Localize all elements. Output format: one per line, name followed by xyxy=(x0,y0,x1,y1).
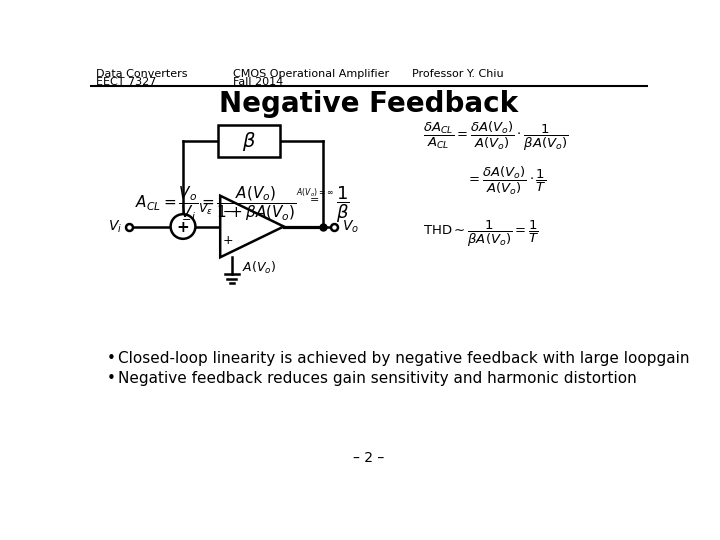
Text: Negative Feedback: Negative Feedback xyxy=(220,90,518,118)
Text: $\beta$: $\beta$ xyxy=(242,130,256,152)
Text: −: − xyxy=(182,215,192,225)
Text: •: • xyxy=(107,372,116,386)
Text: Professor Y. Chiu: Professor Y. Chiu xyxy=(412,69,503,79)
Text: $A(V_o)$: $A(V_o)$ xyxy=(242,260,276,276)
Text: CMOS Operational Amplifier: CMOS Operational Amplifier xyxy=(233,69,390,79)
Circle shape xyxy=(171,214,195,239)
Text: Negative feedback reduces gain sensitivity and harmonic distortion: Negative feedback reduces gain sensitivi… xyxy=(118,372,636,386)
Text: +: + xyxy=(222,234,233,247)
Text: $V_i$: $V_i$ xyxy=(109,218,122,235)
Text: $V_o$: $V_o$ xyxy=(342,218,359,235)
Text: $V_\varepsilon$: $V_\varepsilon$ xyxy=(199,202,213,217)
Text: Closed-loop linearity is achieved by negative feedback with large loopgain: Closed-loop linearity is achieved by neg… xyxy=(118,351,690,366)
Polygon shape xyxy=(220,195,284,257)
Text: •: • xyxy=(107,351,116,366)
Text: $\dfrac{\delta A_{CL}}{A_{CL}} = \dfrac{\delta A(V_o)}{A(V_o)} \cdot \dfrac{1}{\: $\dfrac{\delta A_{CL}}{A_{CL}} = \dfrac{… xyxy=(423,120,569,153)
Text: $\overset{A(V_o){=}\infty}{=}$: $\overset{A(V_o){=}\infty}{=}$ xyxy=(296,187,333,204)
Text: $= \dfrac{\delta A(V_o)}{A(V_o)} \cdot \dfrac{1}{T}$: $= \dfrac{\delta A(V_o)}{A(V_o)} \cdot \… xyxy=(466,165,546,197)
Text: −: − xyxy=(222,206,233,219)
Text: – 2 –: – 2 – xyxy=(354,451,384,465)
Text: $\mathrm{THD} \sim \dfrac{1}{\beta A(V_o)} = \dfrac{1}{T}$: $\mathrm{THD} \sim \dfrac{1}{\beta A(V_o… xyxy=(423,219,539,249)
Bar xyxy=(218,125,280,157)
Text: $\dfrac{1}{\beta}$: $\dfrac{1}{\beta}$ xyxy=(336,184,350,225)
Text: Data Converters: Data Converters xyxy=(96,69,188,79)
Text: EECT 7327: EECT 7327 xyxy=(96,77,156,87)
Text: +: + xyxy=(176,220,189,235)
Text: $A_{CL} = \dfrac{V_o}{V_i} = \dfrac{A(V_o)}{1+\beta A(V_o)}$: $A_{CL} = \dfrac{V_o}{V_i} = \dfrac{A(V_… xyxy=(135,184,297,223)
Text: Fall 2014: Fall 2014 xyxy=(233,77,284,87)
